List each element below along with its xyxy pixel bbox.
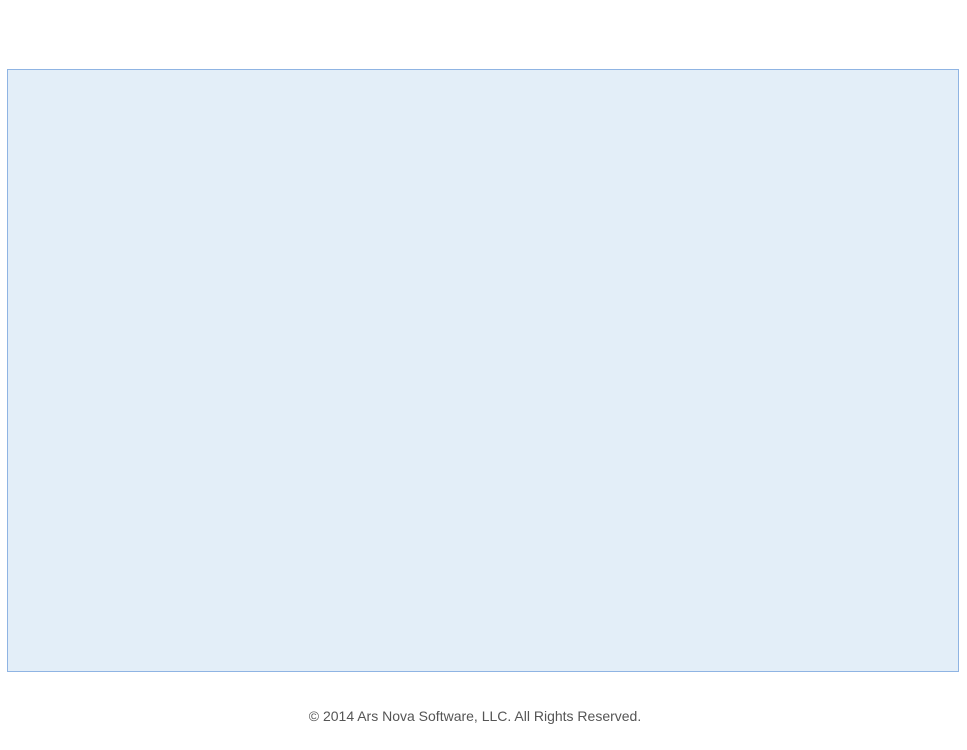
content-panel xyxy=(7,69,959,672)
copyright-footer: © 2014 Ars Nova Software, LLC. All Right… xyxy=(308,708,642,724)
